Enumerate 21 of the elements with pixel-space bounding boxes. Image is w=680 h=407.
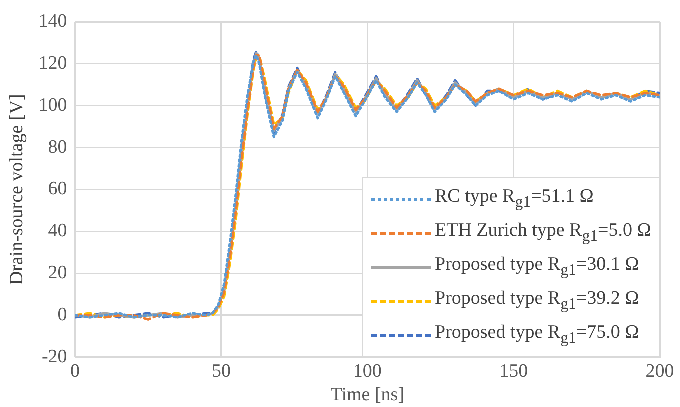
y-tick-label: 100 [38, 94, 68, 116]
y-tick-label: 40 [48, 220, 68, 242]
x-tick-label: 200 [646, 360, 674, 382]
y-tick-label: 140 [38, 10, 68, 32]
y-tick-label: -20 [42, 346, 68, 368]
legend-label: Proposed type R$_{g1}$=39.2 Ω [435, 288, 640, 314]
y-tick-label: 20 [48, 262, 68, 284]
legend-label: ETH Zurich type R$_{g1}$=5.0 Ω [435, 220, 652, 246]
legend-label: Proposed type R$_{g1}$=75.0 Ω [435, 322, 640, 348]
x-axis-title: Time [ns] [330, 384, 405, 406]
y-tick-label: 60 [48, 178, 68, 200]
legend-label: RC type R$_{g1}$=51.1 Ω [435, 186, 594, 212]
y-tick-label: 80 [48, 136, 68, 158]
x-tick-label: 0 [70, 360, 80, 382]
legend-label: Proposed type R$_{g1}$=30.1 Ω [435, 254, 640, 280]
y-tick-label: 0 [58, 304, 68, 326]
x-tick-label: 50 [212, 360, 231, 382]
x-tick-label: 150 [500, 360, 528, 382]
y-tick-label: 120 [38, 52, 68, 74]
y-axis-title: Drain-source voltage [V] [6, 94, 28, 286]
x-tick-label: 100 [353, 360, 382, 382]
